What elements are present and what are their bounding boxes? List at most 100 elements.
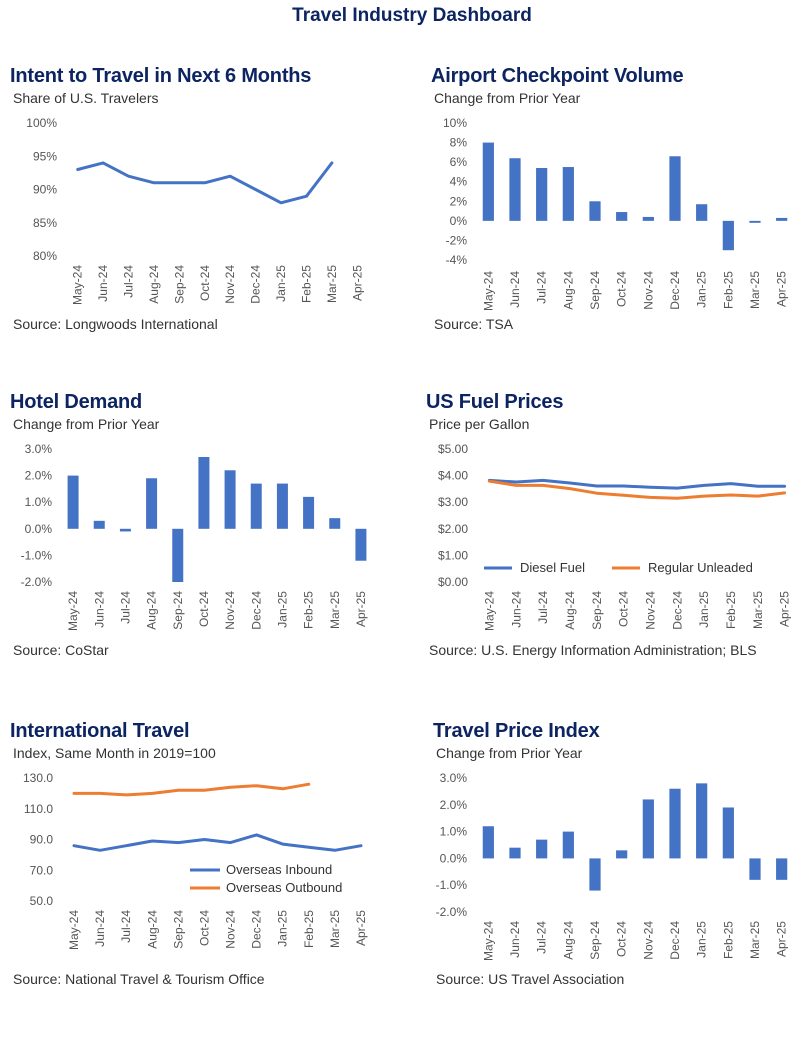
bar (536, 168, 548, 221)
panel-subtitle: Change from Prior Year (13, 416, 160, 432)
panel-source: Source: US Travel Association (436, 971, 625, 987)
dashboard-title: Travel Industry Dashboard (292, 5, 532, 26)
y-tick-label: 4% (450, 175, 468, 189)
panel-title: International Travel (10, 720, 190, 742)
panel-title: US Fuel Prices (426, 391, 564, 413)
bar (67, 475, 79, 529)
bar (536, 839, 548, 859)
panel-hotel: Hotel Demand Change from Prior Year -2.0… (10, 391, 410, 711)
panel-title: Travel Price Index (433, 720, 600, 742)
x-tick-label: Dec-24 (668, 271, 682, 310)
legend-label: Diesel Fuel (520, 560, 585, 575)
bar (482, 142, 494, 221)
bar (198, 456, 210, 529)
x-tick-label: Jun-24 (509, 591, 523, 628)
x-tick-label: Nov-24 (641, 921, 655, 960)
x-tick-label: Nov-24 (223, 591, 237, 630)
x-tick-label: Jan-25 (695, 921, 709, 958)
x-tick-label: Jan-25 (697, 591, 711, 628)
y-tick-label: $3.00 (438, 495, 468, 509)
bar (146, 478, 158, 529)
bar (509, 847, 521, 859)
x-tick-label: Sep-24 (590, 591, 604, 630)
legend-label: Overseas Inbound (226, 862, 332, 877)
panel-source: Source: TSA (434, 316, 514, 332)
intent-chart: 80% 85% 90% 95% 100% May-24 Jun-24 Jul-24 Aug-24… (26, 116, 364, 305)
y-tick-label: -2% (446, 233, 468, 247)
y-tick-label: 0.0% (25, 522, 53, 536)
y-tick-label: 90.0 (30, 833, 54, 847)
x-tick-label: Dec-24 (670, 591, 684, 630)
x-tick-label: Jan-25 (695, 271, 709, 308)
x-tick-label: Aug-24 (145, 910, 159, 949)
panel-airport: Airport Checkpoint Volume Change from Pr… (431, 65, 812, 385)
x-tick-label: Jan-25 (276, 910, 290, 947)
x-tick-label: Jul-24 (535, 921, 549, 954)
y-tick-label: $2.00 (438, 522, 468, 536)
bar (224, 470, 236, 529)
panel-subtitle: Change from Prior Year (436, 745, 583, 761)
panel-title: Intent to Travel in Next 6 Months (10, 65, 312, 87)
y-tick-label: $5.00 (438, 442, 468, 456)
x-tick-label: Mar-25 (748, 271, 762, 309)
tpi-chart: -2.0% -1.0% 0.0% 1.0% 2.0% 3.0% May-24 Jun-24 Ju… (436, 771, 789, 961)
bar (482, 826, 494, 859)
panel-subtitle: Share of U.S. Travelers (13, 90, 159, 106)
y-tick-label: 90% (33, 183, 57, 197)
y-tick-label: 2% (450, 194, 468, 208)
series-line (487, 478, 787, 490)
x-tick-label: Apr-25 (775, 921, 789, 957)
y-tick-label: -2.0% (436, 905, 468, 919)
y-tick-label: 50.0 (30, 894, 54, 908)
y-tick-label: 85% (33, 216, 57, 230)
x-tick-label: Feb-25 (724, 591, 738, 629)
x-tick-label: Dec-24 (249, 265, 263, 304)
x-tick-label: May-24 (71, 265, 85, 305)
x-tick-label: Feb-25 (721, 921, 735, 959)
x-tick-label: Mar-25 (328, 910, 342, 948)
panel-subtitle: Index, Same Month in 2019=100 (13, 745, 216, 761)
x-tick-label: May-24 (67, 910, 81, 950)
x-tick-label: Feb-25 (302, 591, 316, 629)
x-tick-label: Feb-25 (299, 265, 313, 303)
x-tick-label: Oct-24 (615, 921, 629, 957)
x-tick-label: Nov-24 (224, 910, 238, 949)
y-tick-label: $1.00 (438, 548, 468, 562)
x-tick-label: Feb-25 (302, 910, 316, 948)
x-tick-label: Jul-24 (119, 910, 133, 943)
x-tick-label: Jun-24 (92, 591, 106, 628)
bar (303, 496, 315, 529)
series-line (72, 833, 363, 852)
x-tick-label: Nov-24 (223, 265, 237, 304)
bar (250, 483, 262, 529)
x-tick-label: Mar-25 (751, 591, 765, 629)
x-tick-label: Oct-24 (198, 265, 212, 301)
series-line (76, 161, 334, 205)
bar (696, 204, 708, 221)
bar (329, 518, 341, 529)
y-tick-label: 6% (450, 155, 468, 169)
bar (355, 528, 367, 561)
panel-tpi: Travel Price Index Change from Prior Yea… (433, 720, 812, 1040)
airport-chart: -4% -2% 0% 2% 4% 6% 8% 10% May-24 Jun-24 Jul-24 Aug… (443, 116, 789, 311)
bar (642, 216, 654, 221)
x-tick-label: Apr-25 (778, 591, 792, 627)
y-tick-label: 3.0% (25, 442, 53, 456)
bar (562, 831, 574, 859)
x-tick-label: May-24 (66, 591, 80, 631)
y-tick-label: 110.0 (24, 802, 53, 816)
bar (276, 483, 288, 529)
bar (749, 858, 761, 880)
x-tick-label: Jul-24 (536, 591, 550, 624)
bar (562, 167, 574, 221)
y-tick-label: 2.0% (25, 469, 53, 483)
y-tick-label: 0.0% (440, 851, 468, 865)
bar (93, 520, 105, 529)
panel-intent: Intent to Travel in Next 6 Months Share … (10, 65, 410, 385)
bar (509, 158, 521, 221)
x-tick-label: Aug-24 (147, 265, 161, 304)
hotel-chart: -2.0% -1.0% 0.0% 1.0% 2.0% 3.0% May-24 Jun-24 Ju… (21, 442, 368, 631)
intl-chart: 50.0 70.0 90.0 110.0 130.0 May-24 Jun-24 Jul-24… (23, 771, 368, 950)
fuel-chart: $0.00 $1.00 $2.00 $3.00 $4.00 $5.00 May-24 Jun-… (438, 442, 792, 631)
panel-title: Hotel Demand (10, 391, 143, 413)
